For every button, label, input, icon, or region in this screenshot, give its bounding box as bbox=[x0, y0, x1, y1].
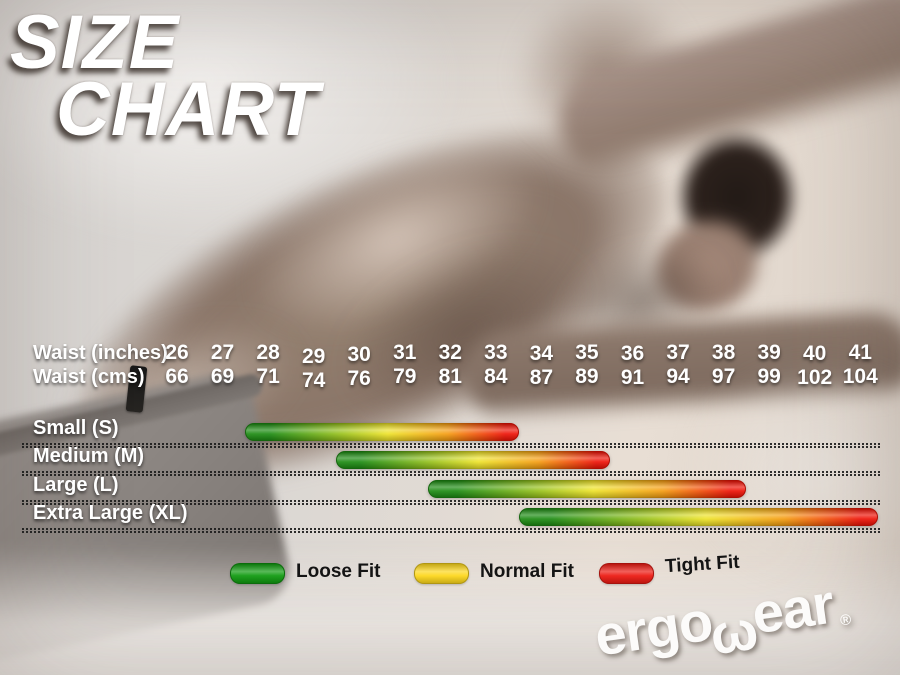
waist-cm-value: 84 bbox=[484, 365, 508, 388]
waist-inch-value: 28 bbox=[256, 341, 280, 364]
waist-inch-value: 32 bbox=[438, 341, 462, 364]
size-label-2: Large (L) bbox=[33, 474, 119, 496]
registered-trademark-symbol: ® bbox=[839, 611, 853, 630]
waist-inch-value: 35 bbox=[575, 341, 599, 364]
waist-cm-value: 81 bbox=[438, 365, 462, 388]
waist-cm-value: 89 bbox=[575, 365, 599, 388]
size-range-bar-2 bbox=[427, 480, 747, 498]
waist-cm-value: 71 bbox=[256, 365, 280, 388]
waist-inch-value: 36 bbox=[620, 342, 645, 365]
size-range-bar-3 bbox=[518, 508, 879, 526]
waist-inch-value: 34 bbox=[529, 342, 554, 365]
legend-label-2: Tight Fit bbox=[664, 551, 741, 578]
bedsheet-right-highlight bbox=[690, 360, 900, 580]
title-line-size: SIZE bbox=[10, 0, 180, 85]
logo-omega-mark: ω bbox=[706, 597, 761, 667]
size-label-3: Extra Large (XL) bbox=[33, 502, 188, 524]
page-title: SIZE CHART bbox=[10, 0, 321, 152]
waist-inch-value: 27 bbox=[210, 341, 235, 364]
waist-cm-value: 99 bbox=[757, 365, 781, 388]
waist-cm-value: 66 bbox=[165, 365, 189, 388]
waist-inch-value: 26 bbox=[165, 341, 189, 364]
legend-swatch-1 bbox=[414, 563, 469, 584]
legend-label-1: Normal Fit bbox=[480, 561, 574, 582]
size-range-bar-0 bbox=[245, 423, 519, 441]
title-line-chart: CHART bbox=[56, 67, 321, 152]
waist-inch-value: 30 bbox=[347, 343, 371, 366]
waist-cm-value: 76 bbox=[347, 367, 371, 390]
waist-cm-value: 97 bbox=[711, 365, 736, 388]
logo-text-ear: ear bbox=[747, 571, 838, 646]
size-range-bar-1 bbox=[336, 451, 610, 469]
waist-cm-value: 74 bbox=[301, 369, 326, 392]
waist-inch-value: 31 bbox=[393, 341, 417, 364]
waist-inch-value: 29 bbox=[301, 345, 326, 368]
waist-cm-value: 87 bbox=[529, 366, 554, 389]
waist-cm-value: 104 bbox=[842, 365, 878, 388]
size-label-1: Medium (M) bbox=[33, 445, 145, 467]
waist-cm-value: 79 bbox=[393, 365, 417, 388]
legend-swatch-2 bbox=[599, 563, 654, 584]
legend-swatch-0 bbox=[230, 563, 285, 584]
waist-inches-label: Waist (inches) bbox=[33, 342, 168, 364]
waist-cm-value: 94 bbox=[666, 365, 690, 388]
dotted-separator bbox=[22, 443, 880, 448]
dotted-separator bbox=[22, 471, 880, 476]
waist-inch-value: 33 bbox=[484, 341, 508, 364]
waist-cms-label: Waist (cms) bbox=[33, 366, 145, 388]
legend-label-0: Loose Fit bbox=[296, 561, 381, 582]
waist-cm-value: 91 bbox=[620, 366, 645, 389]
waist-cm-value: 69 bbox=[210, 365, 235, 388]
dotted-separator bbox=[22, 528, 880, 533]
waist-cm-value: 102 bbox=[797, 366, 833, 389]
waist-inch-value: 39 bbox=[757, 341, 781, 364]
size-label-0: Small (S) bbox=[33, 417, 119, 439]
waist-inch-value: 40 bbox=[803, 342, 827, 365]
waist-inch-value: 41 bbox=[848, 341, 872, 364]
waist-inch-value: 37 bbox=[666, 341, 690, 364]
dotted-separator bbox=[22, 500, 880, 505]
waist-inch-value: 38 bbox=[711, 341, 736, 364]
